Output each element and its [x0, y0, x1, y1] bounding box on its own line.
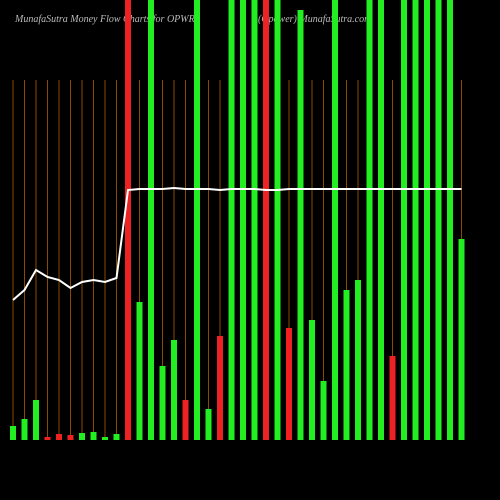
- bar: [286, 328, 292, 440]
- bar: [263, 0, 269, 440]
- bar: [21, 419, 28, 440]
- bar: [378, 0, 384, 440]
- bar: [79, 433, 85, 440]
- bar: [159, 366, 166, 440]
- bar: [136, 302, 143, 440]
- bar: [389, 356, 396, 440]
- bar: [251, 0, 258, 440]
- bar: [90, 432, 97, 440]
- bar: [56, 434, 62, 440]
- bar: [332, 0, 338, 440]
- chart-title: MunafaSutra Money Flow Charts for OPWR: [14, 14, 195, 25]
- bar: [102, 437, 108, 440]
- bar: [10, 426, 16, 440]
- bar: [182, 400, 189, 440]
- bar: [44, 437, 51, 440]
- bar: [366, 0, 373, 440]
- bar: [447, 0, 453, 440]
- money-flow-line: [12, 186, 462, 301]
- chart-subtitle: (Opower) MunafaSutra.com: [258, 14, 371, 25]
- bar: [125, 0, 131, 440]
- bar: [274, 0, 281, 440]
- bar: [240, 0, 246, 440]
- bar: [309, 320, 315, 440]
- bar: [205, 409, 212, 440]
- bar: [458, 239, 465, 440]
- bar: [401, 0, 407, 440]
- bar: [412, 0, 419, 440]
- bar: [297, 10, 304, 440]
- bar: [194, 0, 200, 440]
- bar: [320, 381, 327, 440]
- bar: [355, 280, 361, 440]
- bar: [424, 0, 430, 440]
- bar: [228, 0, 235, 440]
- bar: [171, 340, 177, 440]
- bar: [67, 435, 74, 440]
- bar: [33, 400, 39, 440]
- bar: [343, 290, 350, 440]
- bar: [435, 0, 442, 440]
- bar: [148, 0, 154, 440]
- bar: [217, 336, 223, 440]
- bar: [113, 434, 120, 440]
